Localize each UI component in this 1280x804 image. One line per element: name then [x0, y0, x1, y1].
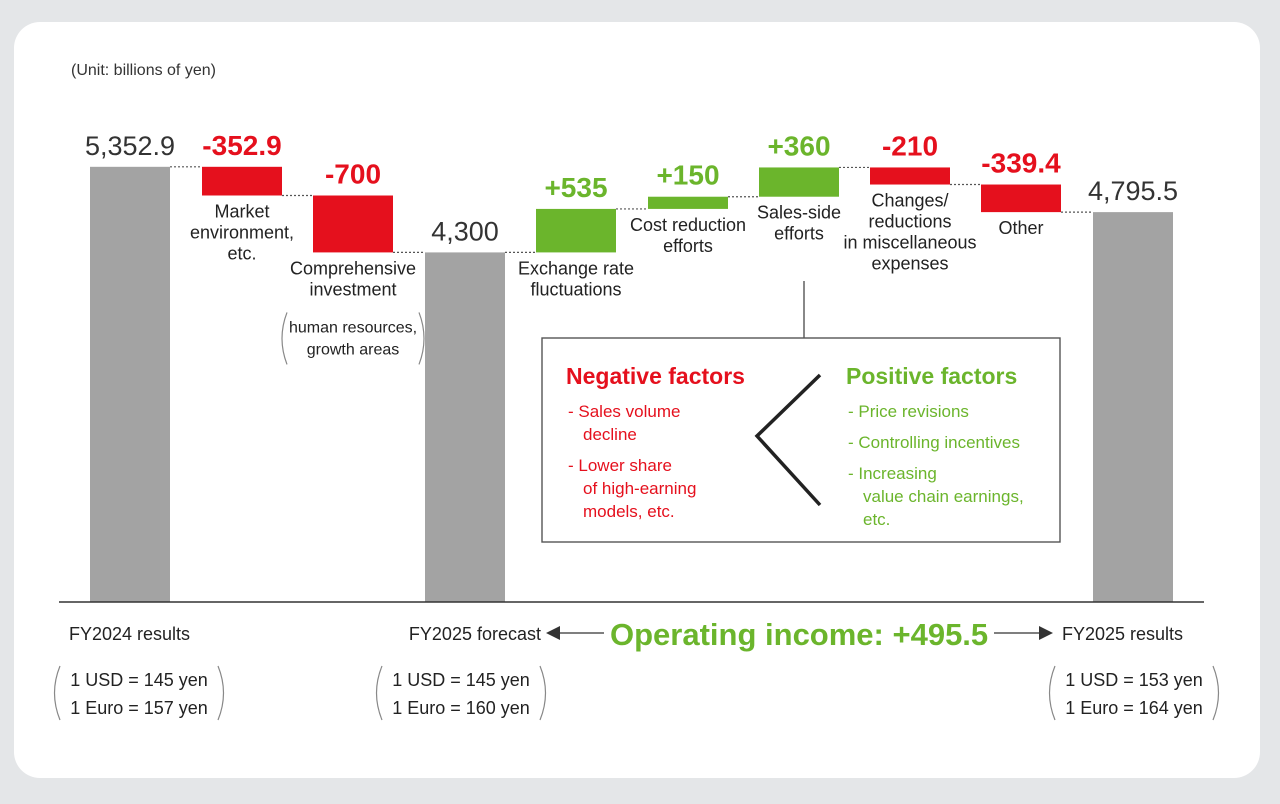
positive-factor-item: - Controlling incentives [848, 433, 1020, 452]
paren-right [418, 312, 425, 365]
delta-bar [981, 184, 1061, 213]
bar-value-label: -700 [325, 159, 381, 190]
negative-factor-item: - Lower share [568, 456, 672, 475]
category-label: Comprehensive [290, 258, 416, 278]
category-label: fluctuations [530, 279, 621, 299]
delta-bar [202, 166, 282, 196]
delta-bar [313, 195, 393, 253]
operating-income: Operating income: +495.5 [610, 617, 988, 652]
category-label: expenses [871, 254, 948, 274]
category-sublabel: growth areas [307, 341, 400, 358]
bar-value-label: +535 [544, 172, 607, 203]
category-label: reductions [868, 212, 951, 232]
total-bar [90, 166, 170, 602]
category-label: Exchange rate [518, 258, 634, 278]
exchange-rate: 1 USD = 145 yen [70, 670, 208, 690]
exchange-rate: 1 USD = 145 yen [392, 670, 530, 690]
period-label: FY2025 forecast [409, 624, 541, 644]
arrow-left-icon [546, 626, 560, 640]
total-bar [1093, 212, 1173, 602]
bar-value-label: +360 [767, 130, 830, 161]
positive-factor-item: - Increasing [848, 464, 937, 483]
category-label: environment, [190, 223, 294, 243]
positive-factors-title: Positive factors [846, 363, 1017, 389]
factors-chevron [754, 373, 822, 507]
category-label: Market [214, 202, 269, 222]
bar-value-label: +150 [656, 160, 719, 191]
category-label: in miscellaneous [843, 233, 976, 253]
exchange-rate: 1 Euro = 157 yen [70, 698, 208, 718]
negative-factors-title: Negative factors [566, 363, 745, 389]
bar-value-label: -210 [882, 130, 938, 161]
waterfall-chart: (Unit: billions of yen) 5,352.9 -352.9 Mar… [53, 62, 1220, 721]
delta-bar [648, 196, 728, 209]
total-bar [425, 252, 505, 602]
positive-factor-item: etc. [863, 510, 890, 529]
bar-value-label: 5,352.9 [85, 131, 175, 161]
period-label: FY2024 results [69, 624, 190, 644]
arrow-right-icon [1039, 626, 1053, 640]
chart-card: (Unit: billions of yen) 5,352.9 -352.9 Mar… [14, 22, 1260, 778]
negative-factor-item: models, etc. [583, 502, 675, 521]
category-label: efforts [663, 236, 713, 256]
period-label: FY2025 results [1062, 624, 1183, 644]
delta-bar [870, 167, 950, 185]
delta-bar [536, 208, 616, 253]
exchange-rate: 1 Euro = 160 yen [392, 698, 530, 718]
paren-right [217, 665, 225, 721]
negative-factor-item: - Sales volume [568, 402, 680, 421]
category-label: Cost reduction [630, 215, 746, 235]
category-label: Other [998, 218, 1043, 238]
category-sublabel: human resources, [289, 319, 417, 336]
category-label: Sales-side [757, 203, 841, 223]
negative-factor-item: of high-earning [583, 479, 696, 498]
bar-value-label: 4,795.5 [1088, 176, 1178, 206]
category-label: etc. [227, 244, 256, 264]
bar-value-label: -339.4 [981, 148, 1061, 179]
paren-right [539, 665, 547, 721]
positive-factor-item: value chain earnings, [863, 487, 1024, 506]
category-label: Changes/ [871, 191, 948, 211]
category-label: efforts [774, 224, 824, 244]
paren-right [1212, 665, 1220, 721]
bar-value-label: 4,300 [431, 216, 499, 246]
paren-left [53, 665, 61, 721]
paren-left [281, 312, 288, 365]
unit-label: (Unit: billions of yen) [71, 62, 216, 79]
exchange-rate: 1 USD = 153 yen [1065, 670, 1203, 690]
bar-value-label: -352.9 [202, 130, 281, 161]
paren-left [375, 665, 383, 721]
positive-factor-item: - Price revisions [848, 402, 969, 421]
negative-factor-item: decline [583, 425, 637, 444]
factors-box [541, 337, 1061, 543]
exchange-rate: 1 Euro = 164 yen [1065, 698, 1203, 718]
delta-bar [759, 167, 839, 197]
paren-left [1048, 665, 1056, 721]
category-label: investment [309, 279, 396, 299]
